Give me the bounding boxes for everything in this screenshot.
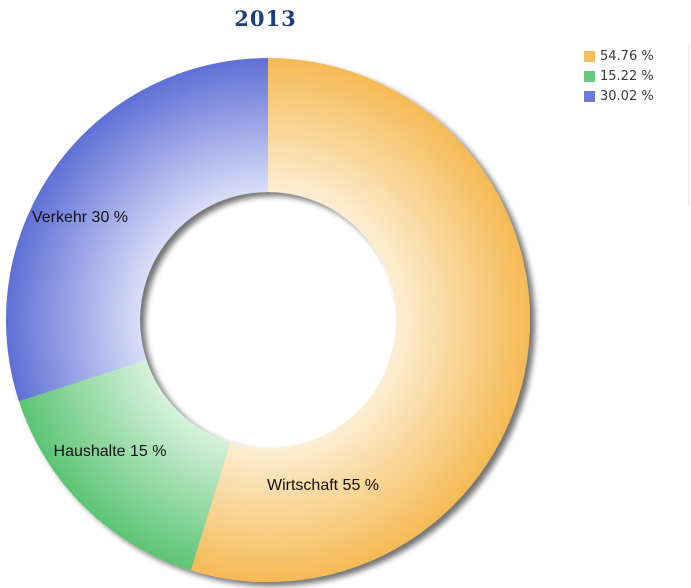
chart-title: 2013 xyxy=(234,6,297,31)
legend-item: 54.76 % xyxy=(584,46,688,66)
legend-swatch xyxy=(584,50,595,62)
legend-label: 54.76 % xyxy=(600,48,654,64)
legend-item: 15.22 % xyxy=(584,66,688,86)
legend-swatch xyxy=(584,70,595,82)
donut-slice xyxy=(5,58,268,402)
slice-label: Haushalte 15 % xyxy=(54,443,167,460)
donut-slice xyxy=(18,359,231,571)
donut-slices xyxy=(5,58,531,582)
slice-label: Wirtschaft 55 % xyxy=(267,477,379,494)
legend-swatch xyxy=(584,90,595,102)
slice-labels: Wirtschaft 55 % Haushalte 15 % Verkehr 30 … xyxy=(32,209,379,494)
donut-slice xyxy=(190,58,531,582)
legend: 54.76 % 15.22 % 30.02 % xyxy=(584,46,689,206)
legend-label: 30.02 % xyxy=(600,88,654,104)
legend-label: 15.22 % xyxy=(600,68,654,84)
slice-label: Verkehr 30 % xyxy=(32,209,128,226)
legend-item: 30.02 % xyxy=(584,86,688,106)
